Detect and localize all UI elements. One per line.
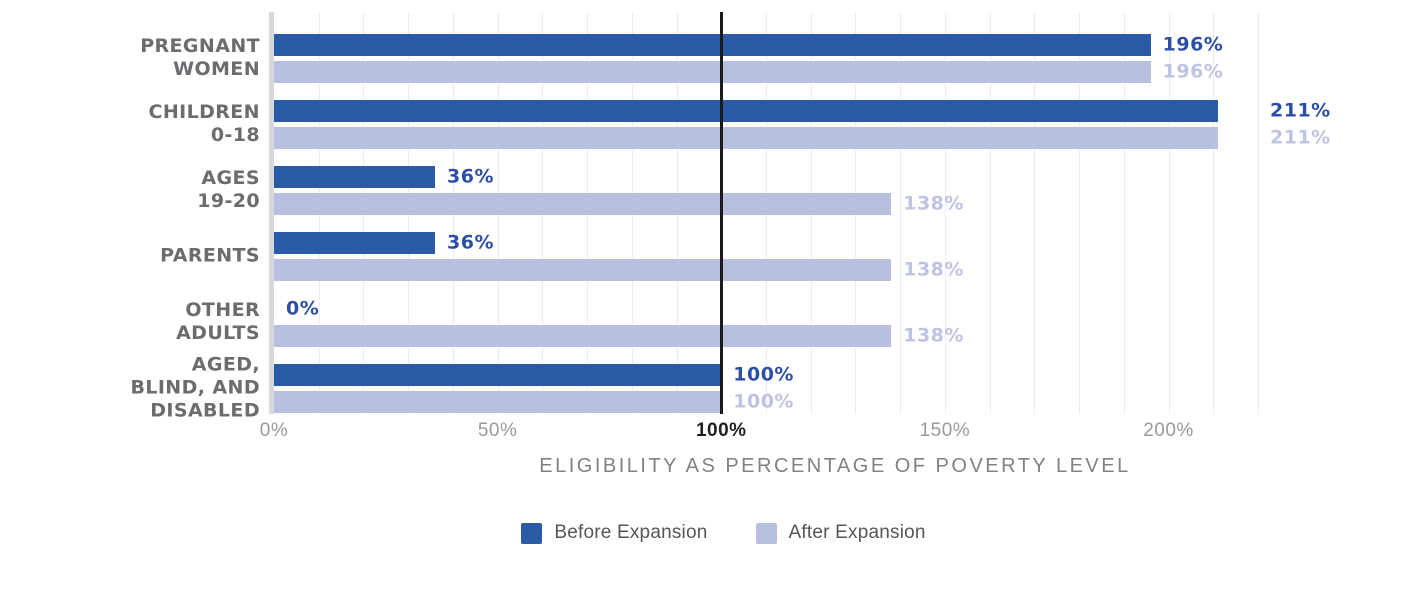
x-tick-label: 200% [1143, 420, 1194, 441]
gridline [1258, 12, 1259, 414]
legend-label-before-expansion: Before Expansion [554, 522, 708, 543]
gridline [1034, 12, 1036, 414]
reference-line-100-percent [720, 12, 724, 414]
x-tick-label: 150% [919, 420, 971, 441]
value-label-after-expansion: 138% [903, 258, 964, 281]
category-labels: PREGNANT WOMEN CHILDREN 0-18 AGES 19-20 PAR… [0, 12, 260, 422]
gridline [944, 12, 946, 414]
category-label: OTHER ADULTS [176, 299, 260, 344]
x-tick-label: 0% [259, 420, 289, 441]
value-label-before-expansion: 211% [1270, 99, 1331, 122]
value-label-after-expansion: 211% [1270, 126, 1331, 149]
gridline [1079, 12, 1081, 414]
plot-area: 196% 196% 211% 211% 36% 138% 36% 138% 0% 138% 100%… [274, 12, 1330, 414]
bar-before-expansion [274, 34, 1151, 56]
x-tick-label: 100% [695, 420, 747, 441]
gridline [989, 12, 991, 414]
legend-label-after-expansion: After Expansion [788, 522, 926, 543]
value-label-after-expansion: 100% [733, 390, 794, 413]
category-label: PREGNANT WOMEN [140, 35, 260, 80]
gridline [1213, 12, 1215, 414]
bar-after-expansion [274, 391, 722, 413]
category-label: PARENTS [160, 244, 260, 267]
x-axis-title: ELIGIBILITY AS PERCENTAGE OF POVERTY LEV… [539, 455, 1131, 477]
bar-before-expansion [274, 166, 436, 188]
legend: Before Expansion After Expansion [0, 522, 1425, 544]
bar-after-expansion [274, 193, 892, 215]
category-label: CHILDREN 0-18 [148, 101, 260, 146]
category-label: AGES 19-20 [197, 167, 260, 212]
value-label-before-expansion: 36% [447, 165, 494, 188]
legend-item-before-expansion: Before Expansion [521, 522, 707, 544]
after-expansion-swatch-icon [755, 522, 777, 544]
x-axis-ticks: 0% 50% 100% 150% 200% [260, 420, 1258, 444]
bar-before-expansion [274, 100, 1218, 122]
gridline [1168, 12, 1170, 414]
before-expansion-swatch-icon [521, 522, 543, 544]
gridline [900, 12, 902, 414]
category-label: AGED, BLIND, AND DISABLED [130, 353, 260, 422]
value-label-before-expansion: 196% [1162, 33, 1224, 56]
value-label-before-expansion: 36% [447, 231, 494, 254]
value-label-before-expansion: 0% [286, 297, 320, 320]
bar-after-expansion [274, 325, 892, 347]
x-tick-label: 50% [477, 420, 518, 441]
y-axis-line [269, 12, 274, 414]
bar-before-expansion [274, 232, 436, 254]
gridline [1123, 12, 1125, 414]
value-label-after-expansion: 138% [903, 192, 964, 215]
value-label-after-expansion: 196% [1162, 60, 1224, 83]
value-label-before-expansion: 100% [733, 363, 794, 386]
bar-after-expansion [274, 61, 1151, 83]
bar-after-expansion [274, 259, 892, 281]
bar-after-expansion [274, 127, 1218, 149]
value-label-after-expansion: 138% [903, 324, 964, 347]
legend-item-after-expansion: After Expansion [755, 522, 926, 544]
bar-before-expansion [274, 364, 722, 386]
